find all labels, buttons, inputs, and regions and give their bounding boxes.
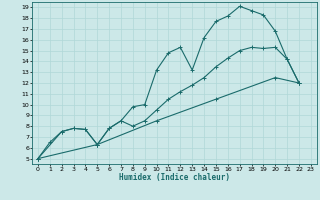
X-axis label: Humidex (Indice chaleur): Humidex (Indice chaleur) <box>119 173 230 182</box>
